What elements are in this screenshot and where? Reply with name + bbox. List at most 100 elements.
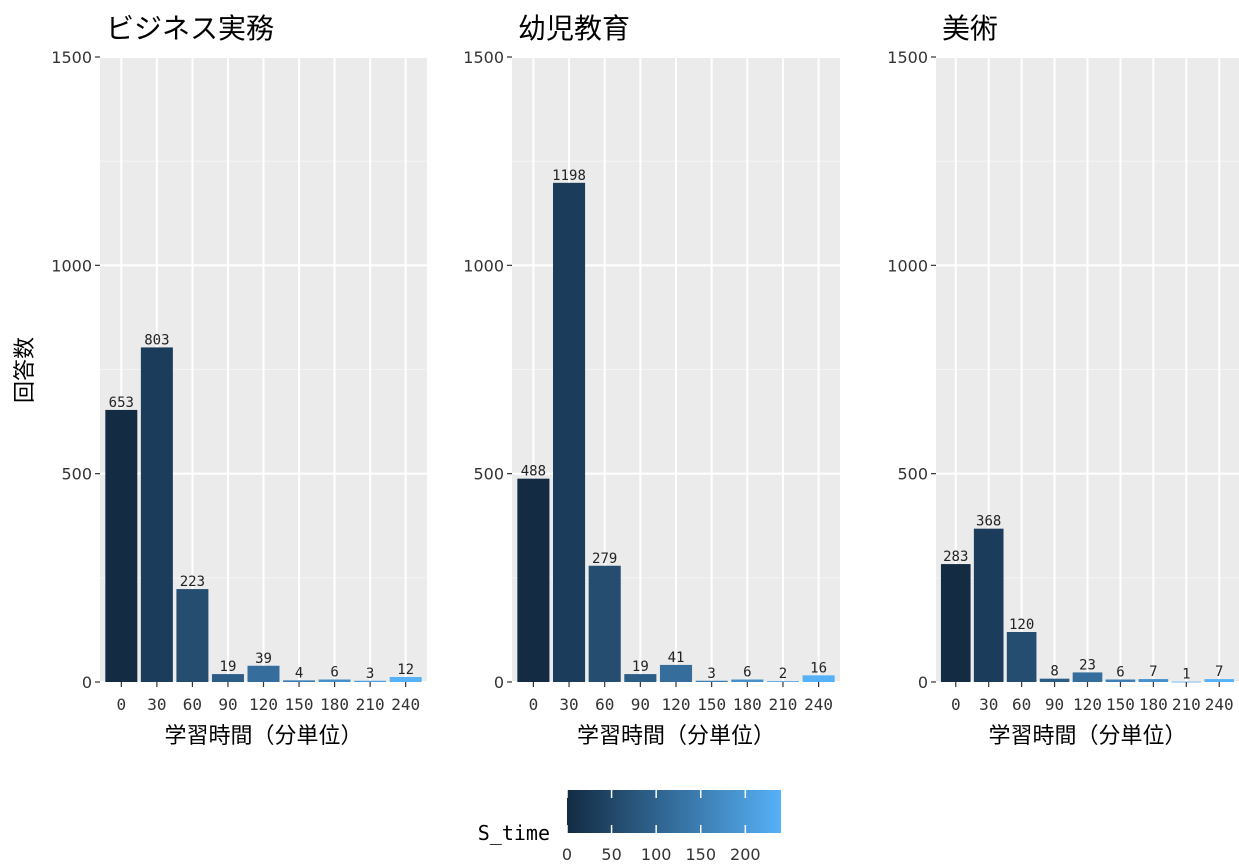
y-tick-label: 500: [897, 465, 928, 484]
panel-title: ビジネス実務: [106, 12, 274, 45]
bar: [940, 564, 971, 682]
x-tick-label: 180: [733, 695, 762, 714]
bar: [766, 681, 799, 682]
y-tick-label: 1500: [463, 48, 504, 67]
legend-colorbar: [567, 790, 781, 833]
y-tick-label: 1000: [887, 256, 928, 275]
y-tick-label: 1000: [463, 256, 504, 275]
bar: [1138, 679, 1169, 682]
bar: [695, 680, 728, 682]
x-tick-label: 150: [285, 695, 314, 714]
x-tick-label: 150: [697, 695, 726, 714]
x-tick-label: 210: [356, 695, 385, 714]
x-tick-label: 90: [631, 695, 650, 714]
x-tick-label: 180: [320, 695, 349, 714]
bar: [211, 674, 244, 682]
legend-tick-label: 50: [601, 845, 621, 864]
bar: [105, 409, 138, 682]
legend: S_time 0 50 100 150 200: [478, 790, 781, 864]
facet-panel-2: 美術 0 500 1000 1500 283 368 120 8 23 6 7 1 7 0 30 60 90 120…: [887, 12, 1239, 749]
y-tick-label: 0: [82, 673, 92, 692]
x-tick-label: 90: [1045, 695, 1064, 714]
bar-value-label: 7: [1149, 664, 1157, 680]
bar: [354, 680, 387, 682]
x-tick-label: 240: [804, 695, 833, 714]
bar: [517, 478, 550, 682]
bar-value-label: 120: [1009, 617, 1034, 633]
bar-value-label: 23: [1079, 657, 1096, 673]
legend-title: S_time: [478, 821, 550, 845]
panel-title: 幼児教育: [518, 12, 630, 45]
bar-value-label: 1198: [552, 168, 586, 184]
bar-value-label: 8: [1050, 664, 1058, 680]
x-tick-label: 60: [183, 695, 202, 714]
bar: [389, 677, 422, 682]
bar: [1105, 679, 1136, 682]
y-axis-label: 回答数: [13, 337, 38, 403]
bar: [1039, 678, 1070, 682]
bar-value-label: 4: [295, 665, 303, 681]
bar-value-label: 3: [707, 666, 715, 682]
y-tick-label: 0: [494, 673, 504, 692]
x-tick-label: 240: [1205, 695, 1234, 714]
bar-value-label: 3: [366, 666, 374, 682]
x-tick-label: 210: [769, 695, 798, 714]
bar-value-label: 279: [592, 551, 617, 567]
bar-value-label: 7: [1215, 664, 1223, 680]
x-tick-label: 30: [559, 695, 578, 714]
legend-tick-label: 100: [641, 845, 672, 864]
x-tick-label: 120: [1073, 695, 1102, 714]
bar-value-label: 803: [144, 332, 169, 348]
bar: [283, 680, 316, 682]
bar-value-label: 39: [255, 651, 272, 667]
bar: [624, 674, 657, 682]
bar-value-label: 283: [943, 549, 968, 565]
bar-value-label: 16: [810, 660, 827, 676]
bar-value-label: 19: [220, 659, 237, 675]
x-axis-label: 学習時間（分単位）: [164, 724, 362, 749]
bar-value-label: 6: [1116, 665, 1124, 681]
y-tick-label: 500: [473, 465, 504, 484]
legend-tick-label: 0: [562, 845, 572, 864]
bar-value-label: 1: [1182, 667, 1190, 683]
y-tick-label: 1500: [51, 48, 92, 67]
bar: [1072, 672, 1103, 682]
x-tick-label: 150: [1106, 695, 1135, 714]
bar: [1171, 681, 1202, 683]
x-tick-label: 0: [951, 695, 961, 714]
x-tick-label: 60: [595, 695, 614, 714]
x-tick-label: 240: [391, 695, 420, 714]
facet-panel-1: 幼児教育 0 500 1000 1500 488 1198 279 19 41 3 6 2 16 0 30 60…: [463, 12, 840, 749]
x-tick-label: 30: [979, 695, 998, 714]
x-tick-label: 120: [662, 695, 691, 714]
y-tick-label: 1500: [887, 48, 928, 67]
x-tick-label: 180: [1139, 695, 1168, 714]
bar: [1204, 679, 1235, 682]
bar-value-label: 6: [743, 665, 751, 681]
bar-value-label: 223: [180, 574, 205, 590]
x-tick-label: 0: [117, 695, 127, 714]
bar-value-label: 2: [779, 666, 787, 682]
bar: [140, 347, 173, 682]
bar: [802, 675, 835, 682]
bar: [659, 664, 693, 682]
bar: [247, 665, 280, 682]
bar-value-label: 368: [976, 514, 1001, 530]
bar: [1006, 632, 1037, 682]
bar-value-label: 41: [668, 650, 685, 666]
bar-value-label: 488: [521, 464, 546, 480]
x-axis-label: 学習時間（分単位）: [988, 724, 1186, 749]
panel-title: 美術: [942, 12, 998, 45]
legend-tick-label: 200: [730, 845, 761, 864]
x-tick-label: 30: [147, 695, 166, 714]
bar: [318, 679, 351, 682]
bar: [588, 565, 621, 682]
bar: [553, 182, 586, 683]
bar-value-label: 6: [330, 665, 338, 681]
legend-tick-label: 150: [685, 845, 716, 864]
x-tick-label: 0: [529, 695, 539, 714]
bar: [731, 679, 764, 682]
y-tick-label: 1000: [51, 256, 92, 275]
bar-value-label: 12: [397, 662, 414, 678]
